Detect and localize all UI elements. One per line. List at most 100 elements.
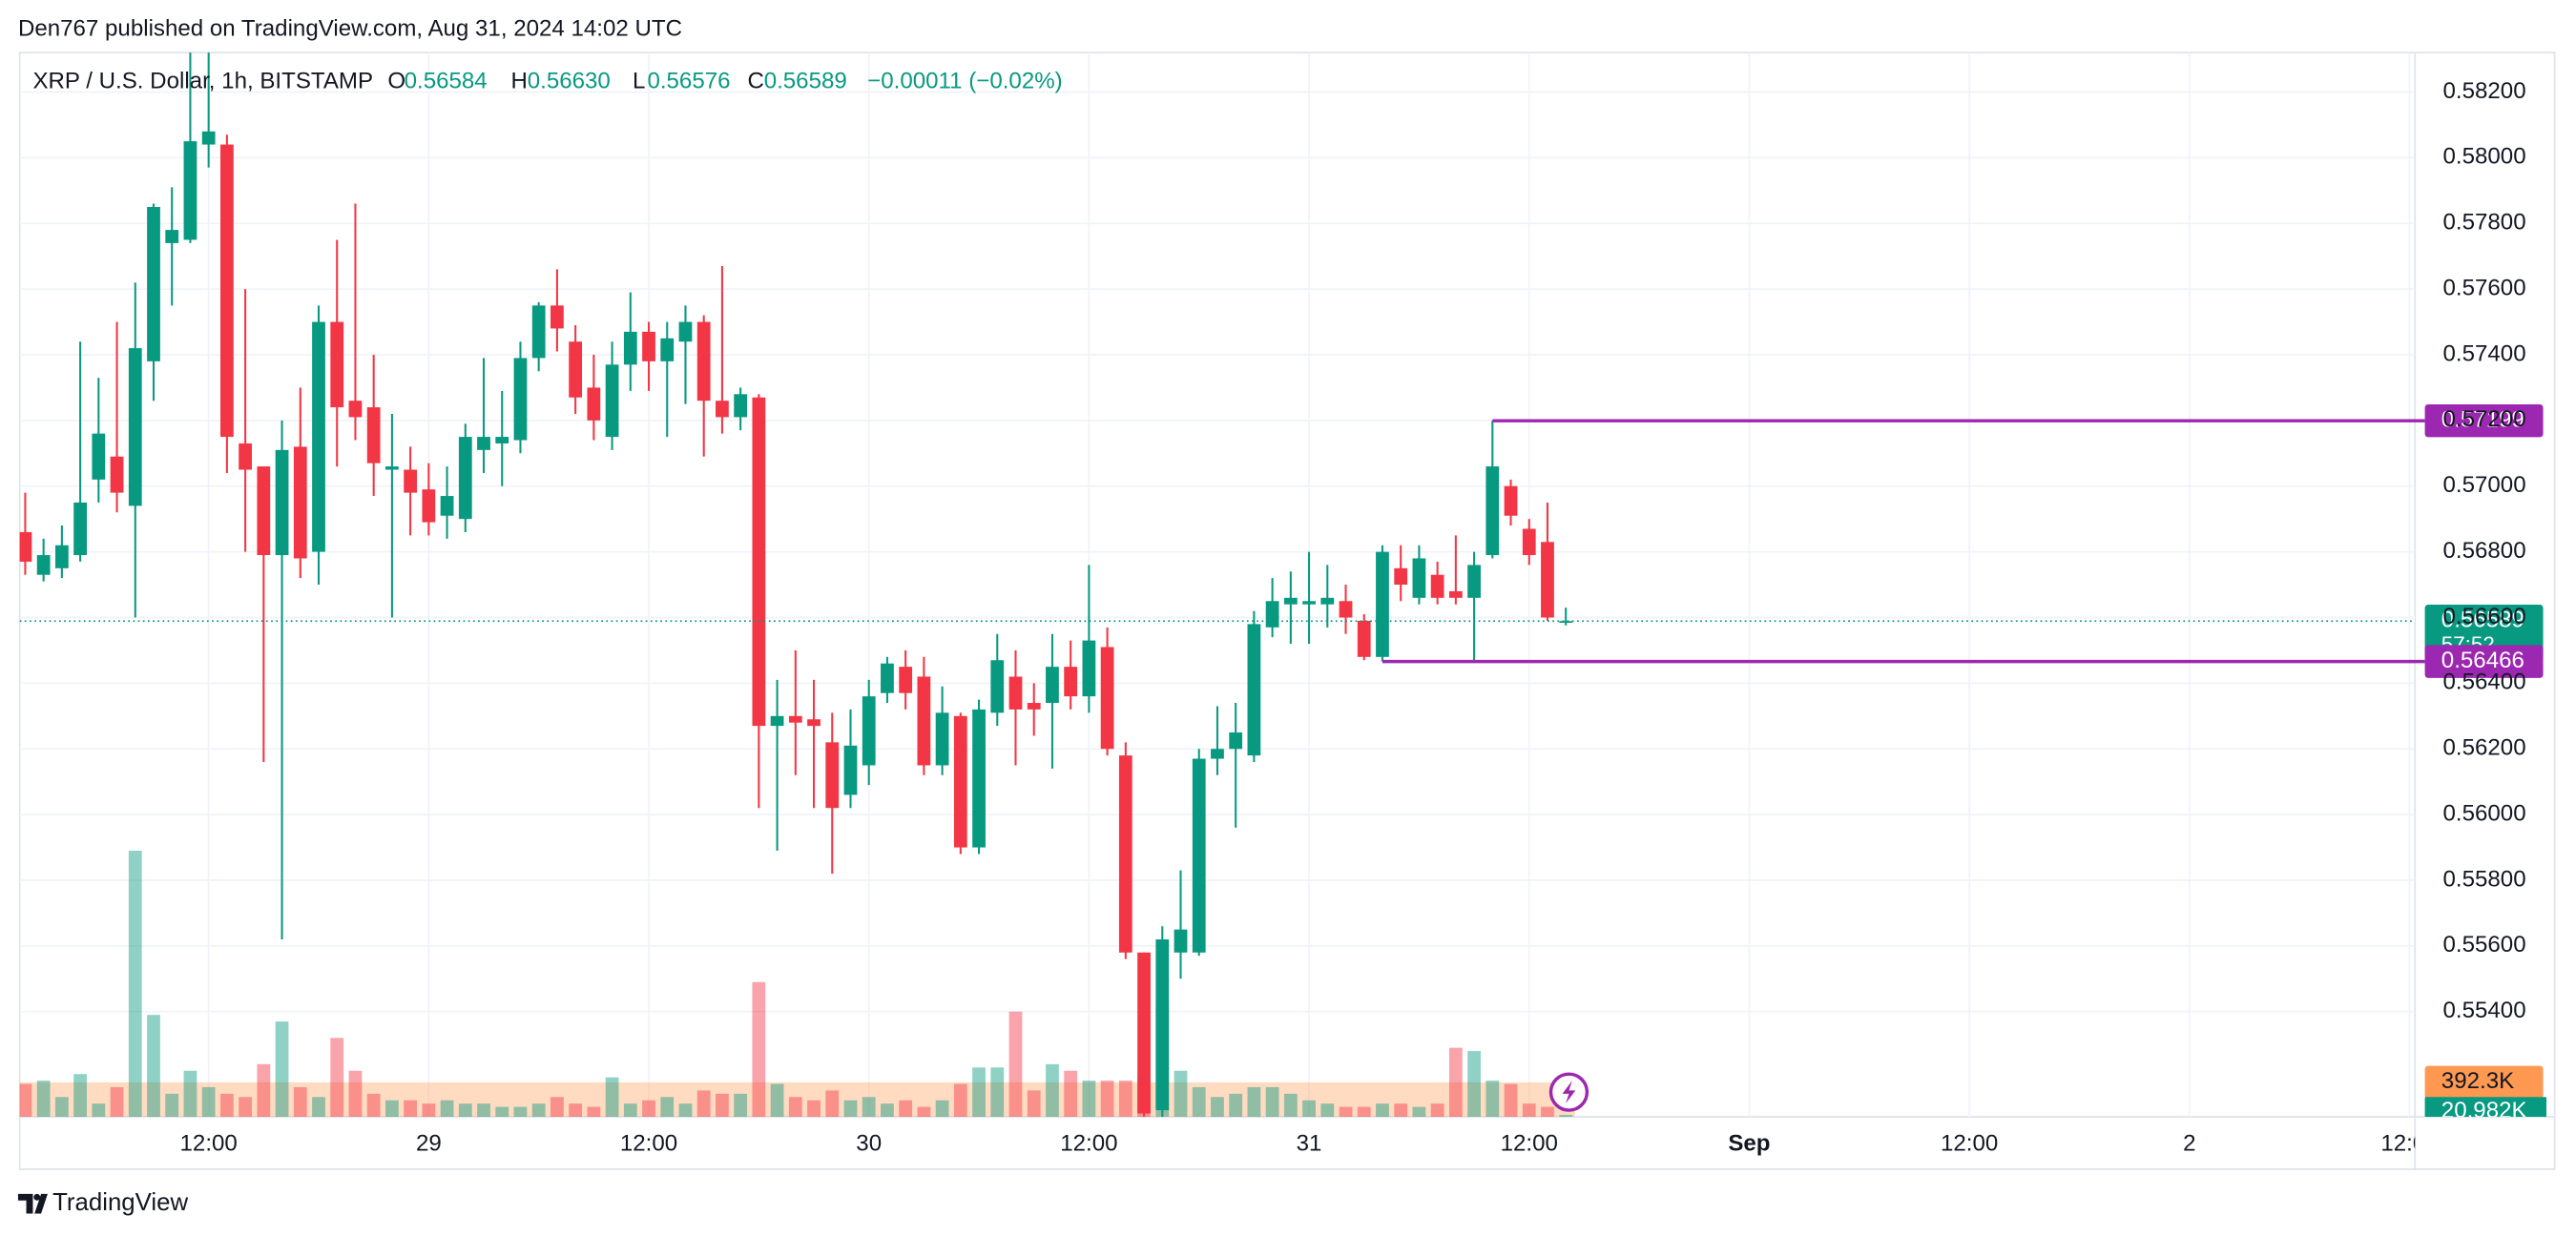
- volume-bar: [752, 981, 766, 1117]
- volume-bar: [440, 1100, 454, 1117]
- candle-body: [1155, 938, 1170, 1111]
- volume-bar: [366, 1093, 381, 1117]
- candle-body: [862, 696, 876, 766]
- x-tick-label: 12:00: [1060, 1131, 1117, 1157]
- candle-body: [1100, 647, 1114, 750]
- volume-bar: [1008, 1011, 1023, 1117]
- level-label: 0.57199: [2441, 407, 2524, 433]
- candle-body: [990, 660, 1005, 713]
- x-tick-label: 12:00: [2380, 1131, 2438, 1157]
- volume-bar: [54, 1097, 69, 1117]
- volume-bar: [312, 1097, 325, 1117]
- legend-key: C: [747, 68, 763, 93]
- candle-body: [1485, 466, 1500, 556]
- candle-body: [312, 321, 325, 552]
- candle-body: [843, 745, 858, 795]
- volume-bar: [513, 1106, 528, 1117]
- candle-body: [770, 715, 784, 727]
- volume-bar: [1376, 1103, 1389, 1117]
- candle-body: [128, 348, 142, 506]
- volume-bar: [422, 1103, 436, 1117]
- candle-body: [642, 331, 655, 361]
- legend-change: −0.00011 (−0.02%): [867, 68, 1063, 93]
- volume-bar: [1394, 1103, 1408, 1117]
- volume-bar: [385, 1100, 399, 1117]
- volume-bar: [183, 1070, 197, 1117]
- volume-bar: [275, 1021, 289, 1117]
- volume-bar: [73, 1074, 87, 1117]
- volume-bar: [1522, 1103, 1536, 1117]
- candle-body: [1339, 601, 1353, 618]
- candle-body: [1118, 755, 1132, 953]
- candle-body: [734, 394, 748, 418]
- volume-bar: [551, 1097, 564, 1117]
- last-price-label: 0.56589: [2441, 608, 2524, 633]
- volume-bar: [1265, 1086, 1279, 1117]
- candle-body: [1376, 551, 1389, 657]
- legend-symbol: XRP / U.S. Dollar, 1h, BITSTAMP: [32, 68, 373, 93]
- candle-body: [293, 446, 307, 559]
- candle-body: [1504, 485, 1518, 516]
- y-tick-label: 0.56000: [2443, 800, 2526, 826]
- candle-body: [1522, 528, 1536, 556]
- candle-body: [752, 397, 766, 727]
- candle-body: [696, 321, 711, 402]
- volume-bar: [1082, 1081, 1096, 1117]
- candle-body: [54, 545, 69, 568]
- candle-body: [605, 364, 619, 438]
- level-label: 0.56466: [2441, 648, 2524, 673]
- volume-ma-area: [19, 1082, 1575, 1117]
- x-tick-label: 12:00: [1501, 1131, 1558, 1157]
- x-tick-label: Sep: [1728, 1131, 1770, 1157]
- x-tick-label: 12:00: [1941, 1131, 1998, 1157]
- volume-bar: [881, 1103, 894, 1117]
- volume-bar: [1192, 1086, 1206, 1117]
- candle-body: [110, 456, 124, 493]
- legend-value: 0.56589: [764, 68, 847, 93]
- candle-body: [1192, 758, 1206, 953]
- candle-body: [551, 305, 564, 329]
- candle-body: [1357, 620, 1371, 657]
- volume-last-tag: [2424, 1097, 2547, 1117]
- candle-body: [1394, 567, 1408, 586]
- volume-bar: [404, 1100, 418, 1117]
- candle-body: [1008, 676, 1023, 710]
- volume-bar: [862, 1097, 876, 1117]
- y-tick-label: 0.57400: [2443, 340, 2526, 366]
- y-tick-label: 0.55800: [2443, 866, 2526, 892]
- legend-value: 0.56576: [647, 68, 730, 93]
- volume-bar: [1118, 1081, 1132, 1117]
- candle-body: [92, 433, 106, 480]
- volume-bar: [1229, 1093, 1243, 1117]
- volume-bar: [807, 1100, 821, 1117]
- y-tick-label: 0.57200: [2443, 406, 2526, 432]
- y-tick-label: 0.55600: [2443, 932, 2526, 958]
- candle-body: [183, 141, 197, 240]
- candle-body: [404, 469, 418, 493]
- volume-bar: [293, 1086, 307, 1117]
- candle-body: [1265, 601, 1279, 628]
- candle-body: [36, 555, 51, 575]
- volume-bar: [843, 1100, 858, 1117]
- legend-value: 0.56630: [528, 68, 611, 93]
- legend-key: H: [511, 68, 528, 93]
- volume-bar: [147, 1015, 160, 1117]
- candle-body: [623, 331, 637, 365]
- volume-bar: [716, 1093, 729, 1117]
- y-tick-label: 0.57800: [2443, 210, 2526, 236]
- volume-bar: [1046, 1063, 1059, 1117]
- candle-body: [1229, 732, 1243, 750]
- candle-body: [440, 496, 454, 516]
- volume-bar: [972, 1067, 986, 1117]
- y-tick-label: 0.57000: [2443, 472, 2526, 498]
- candle-body: [275, 449, 289, 556]
- volume-bar: [36, 1081, 51, 1117]
- candle-body: [1082, 640, 1096, 697]
- y-tick-label: 0.56400: [2443, 670, 2526, 695]
- candle-body: [495, 437, 509, 443]
- volume-bar: [531, 1103, 546, 1117]
- volume-bar: [1027, 1090, 1041, 1117]
- volume-bar: [734, 1093, 748, 1117]
- candle-body: [716, 401, 729, 418]
- candle-body: [1247, 624, 1261, 756]
